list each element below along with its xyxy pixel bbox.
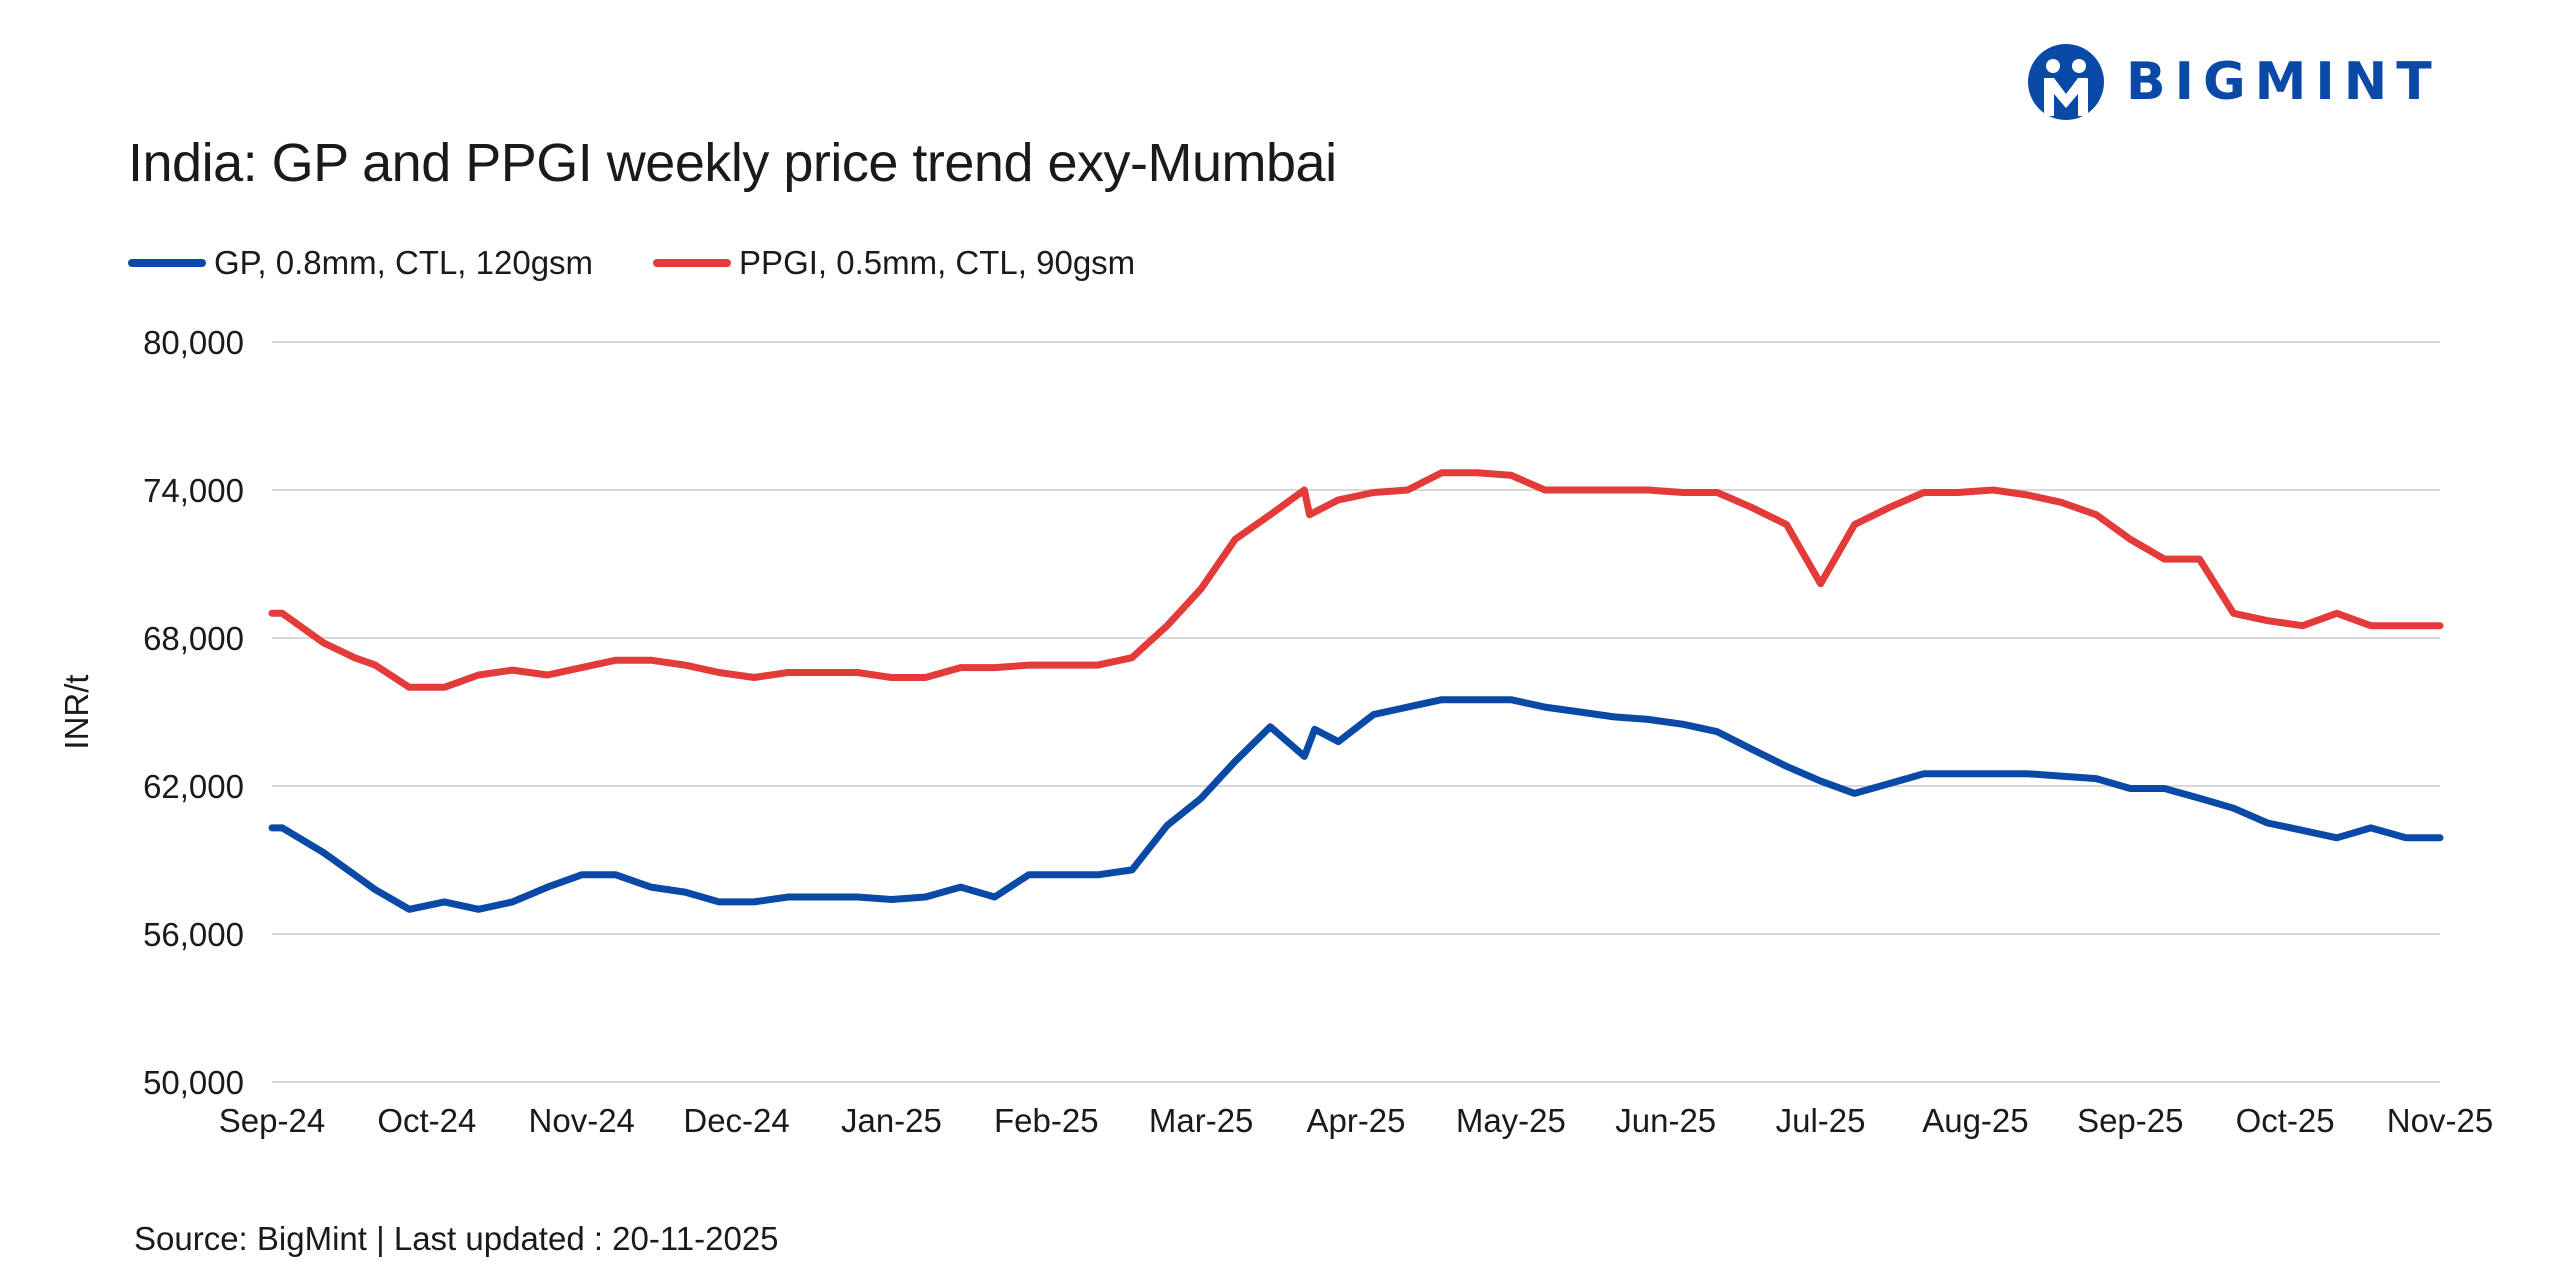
y-tick-label: 62,000 (143, 768, 244, 805)
x-tick-label: Jun-25 (1615, 1102, 1716, 1139)
y-tick-label: 56,000 (143, 916, 244, 953)
y-tick-label: 74,000 (143, 472, 244, 509)
y-tick-label: 80,000 (143, 324, 244, 361)
x-tick-label: Oct-25 (2236, 1102, 2335, 1139)
brand-name: BIGMINT (2126, 52, 2441, 112)
x-tick-label: Sep-24 (219, 1102, 325, 1139)
x-tick-label: May-25 (1456, 1102, 1566, 1139)
series-line-ppgi[interactable] (268, 469, 2444, 691)
bigmint-logo-icon (2028, 44, 2104, 120)
legend-swatch-ppgi (653, 259, 732, 267)
chart-legend: GP, 0.8mm, CTL, 120gsm PPGI, 0.5mm, CTL,… (128, 244, 1195, 282)
legend-item-ppgi[interactable]: PPGI, 0.5mm, CTL, 90gsm (653, 244, 1135, 282)
chart-title: India: GP and PPGI weekly price trend ex… (128, 133, 1337, 193)
legend-swatch-gp (128, 259, 206, 267)
chart-series (268, 469, 2444, 913)
brand-logo[interactable]: BIGMINT (2028, 44, 2441, 120)
y-axis: 50,000 56,000 62,000 68,000 74,000 80,000 (143, 324, 244, 1101)
x-tick-label: Nov-24 (529, 1102, 635, 1139)
x-tick-label: Dec-24 (683, 1102, 789, 1139)
x-tick-label: Mar-25 (1149, 1102, 1254, 1139)
legend-label-gp: GP, 0.8mm, CTL, 120gsm (214, 244, 594, 281)
x-tick-label: Apr-25 (1306, 1102, 1405, 1139)
x-tick-label: Sep-25 (2077, 1102, 2183, 1139)
series-line-gp[interactable] (268, 696, 2444, 913)
chart-grid (272, 341, 2440, 1083)
x-tick-label: Nov-25 (2387, 1102, 2493, 1139)
x-axis: Sep-24 Oct-24 Nov-24 Dec-24 Jan-25 Feb-25 Mar-… (219, 1102, 2493, 1139)
y-tick-label: 50,000 (143, 1064, 244, 1101)
legend-label-ppgi: PPGI, 0.5mm, CTL, 90gsm (739, 244, 1136, 281)
y-tick-label: 68,000 (143, 620, 244, 657)
x-tick-label: Jul-25 (1776, 1102, 1866, 1139)
y-axis-title: INR/t (58, 674, 95, 749)
x-tick-label: Aug-25 (1922, 1102, 2028, 1139)
x-tick-label: Jan-25 (841, 1102, 942, 1139)
x-tick-label: Oct-24 (377, 1102, 476, 1139)
x-tick-label: Feb-25 (994, 1102, 1099, 1139)
source-note: Source: BigMint | Last updated : 20-11-2… (134, 1220, 779, 1257)
legend-item-gp[interactable]: GP, 0.8mm, CTL, 120gsm (128, 244, 593, 282)
